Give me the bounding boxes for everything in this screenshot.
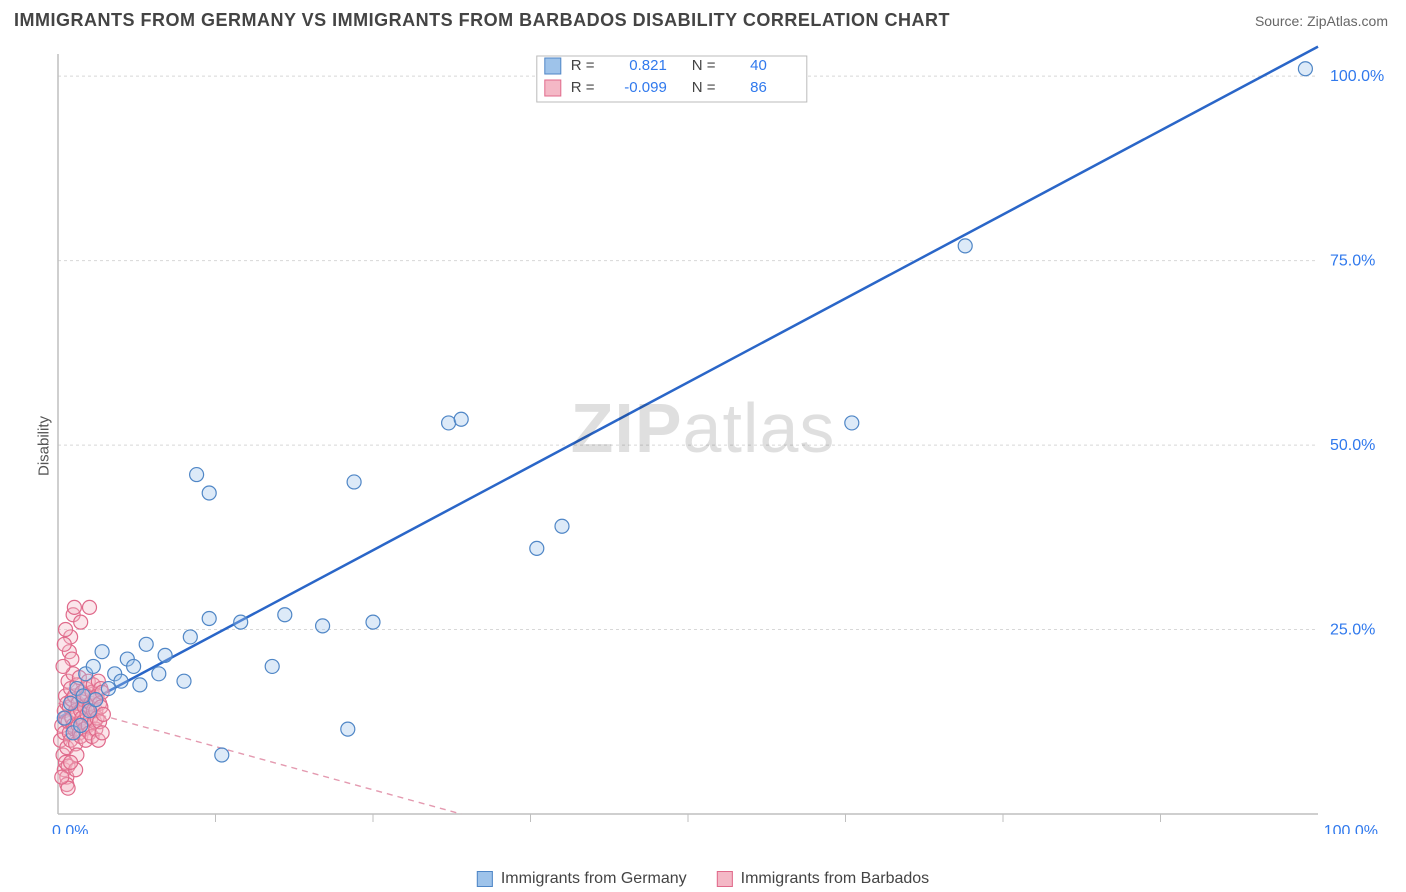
svg-text:50.0%: 50.0% <box>1330 437 1375 454</box>
svg-text:N =: N = <box>692 79 716 96</box>
svg-text:N =: N = <box>692 57 716 74</box>
header: IMMIGRANTS FROM GERMANY VS IMMIGRANTS FR… <box>0 0 1406 39</box>
chart-area: 25.0% 50.0% 75.0% 100.0% 0.0% 100.0% R = 0.821 N… <box>48 44 1386 834</box>
svg-text:0.821: 0.821 <box>629 57 667 74</box>
bottom-legend: Immigrants from Germany Immigrants from … <box>477 870 929 888</box>
legend-item-germany: Immigrants from Germany <box>477 870 687 888</box>
svg-text:75.0%: 75.0% <box>1330 253 1375 270</box>
legend-item-barbados: Immigrants from Barbados <box>717 870 930 888</box>
svg-text:R =: R = <box>571 79 595 96</box>
legend-label-germany: Immigrants from Germany <box>501 870 687 888</box>
svg-text:100.0%: 100.0% <box>1324 823 1378 834</box>
svg-text:100.0%: 100.0% <box>1330 68 1384 85</box>
svg-text:86: 86 <box>750 79 767 96</box>
source-attribution: Source: ZipAtlas.com <box>1255 13 1388 29</box>
svg-text:R =: R = <box>571 57 595 74</box>
svg-text:0.0%: 0.0% <box>52 823 88 834</box>
legend-swatch-germany <box>477 871 493 887</box>
svg-text:40: 40 <box>750 57 767 74</box>
svg-text:-0.099: -0.099 <box>624 79 667 96</box>
chart-title: IMMIGRANTS FROM GERMANY VS IMMIGRANTS FR… <box>14 10 950 31</box>
legend-label-barbados: Immigrants from Barbados <box>741 870 930 888</box>
scatter-chart: 25.0% 50.0% 75.0% 100.0% 0.0% 100.0% R = 0.821 N… <box>48 44 1386 834</box>
svg-text:25.0%: 25.0% <box>1330 622 1375 639</box>
legend-swatch-barbados <box>717 871 733 887</box>
